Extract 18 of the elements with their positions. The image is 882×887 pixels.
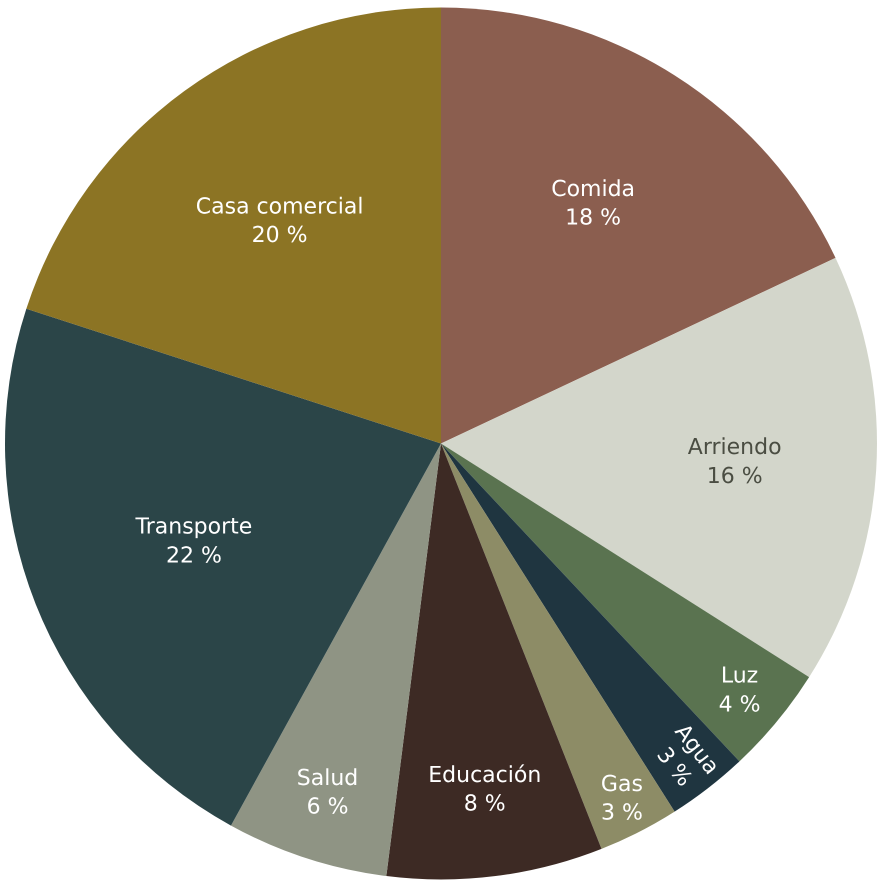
data-label: 18 % (565, 206, 622, 231)
data-label: 22 % (166, 543, 222, 568)
data-label: 6 % (306, 794, 348, 820)
slice-label: Educación (428, 763, 542, 788)
data-label: 4 % (718, 692, 760, 718)
slice-label: Gas (600, 772, 643, 797)
data-label: 20 % (252, 223, 308, 248)
slice-label: Luz (720, 664, 758, 689)
slice-label: Comida (551, 177, 636, 202)
slice-label: Casa comercial (196, 194, 364, 220)
slice-label: Salud (296, 766, 358, 791)
slice-label: Arriendo (688, 435, 782, 460)
data-label: 3 % (600, 800, 643, 826)
pie-slice (386, 444, 602, 880)
pie-slice (26, 8, 441, 444)
data-label: 8 % (464, 792, 506, 817)
slice-label: Transporte (134, 514, 252, 540)
data-label: 16 % (706, 464, 763, 489)
